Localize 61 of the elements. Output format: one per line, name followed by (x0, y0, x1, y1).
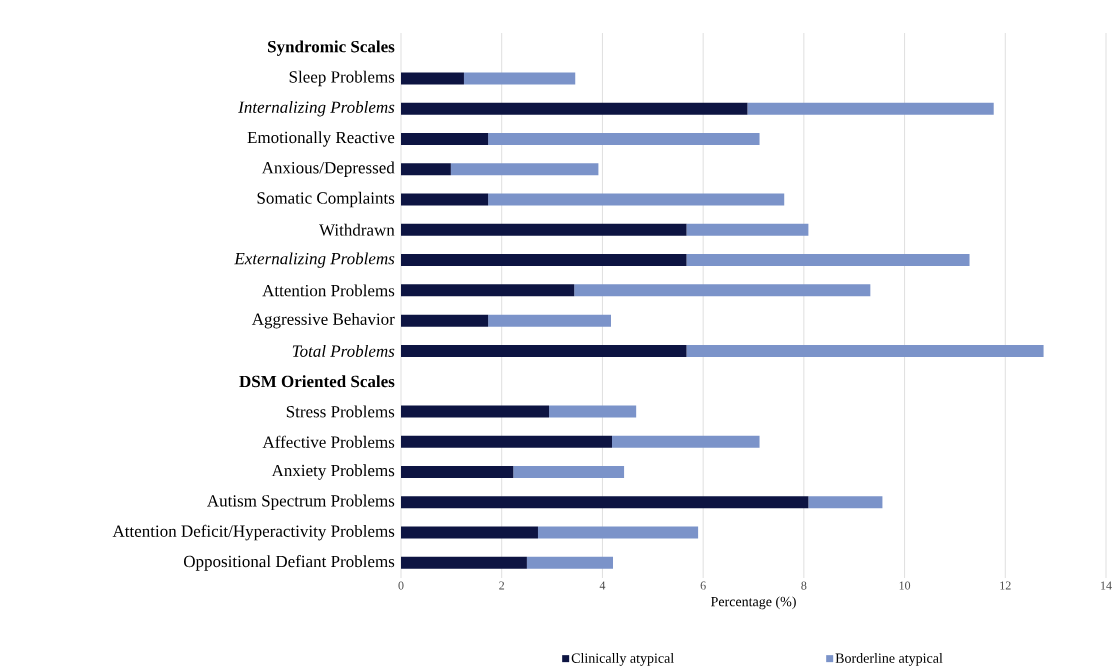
y-tick-label: DSM Oriented Scales (239, 375, 395, 388)
bar (526, 556, 614, 569)
x-tick-label: 8 (801, 581, 807, 590)
x-tick-label: 6 (700, 581, 706, 590)
x-tick-label: 10 (899, 581, 911, 590)
y-tick-label: Attention Deficit/Hyperactivity Problems (112, 524, 395, 541)
bar (401, 466, 514, 479)
bar (401, 102, 748, 115)
bar (513, 466, 625, 479)
x-tick-label: 0 (398, 581, 404, 590)
x-tick-label: 4 (599, 581, 606, 590)
bar (401, 405, 550, 418)
bar (401, 163, 451, 176)
bar (463, 72, 576, 85)
bar (401, 132, 489, 145)
y-tick-label: Emotionally Reactive (247, 131, 395, 147)
bar (401, 496, 809, 509)
bar (401, 223, 687, 236)
x-axis-title: Percentage (%) (710, 596, 796, 610)
y-tick-label: Oppositional Defiant Problems (183, 555, 395, 571)
y-tick-label: Attention Problems (262, 284, 395, 297)
bar (488, 314, 611, 327)
y-tick-label: Anxiety Problems (271, 464, 395, 480)
bar (488, 132, 760, 145)
bar (488, 193, 785, 206)
x-tick-label: 2 (499, 581, 505, 590)
bar (401, 556, 527, 569)
legend-label: Clinically atypical (571, 653, 674, 666)
y-tick-label: Syndromic Scales (268, 40, 395, 56)
y-tick-label: Externalizing Problems (234, 252, 395, 268)
y-tick-label: Somatic Complaints (257, 191, 395, 208)
bar (808, 496, 883, 509)
bar (686, 254, 970, 267)
y-tick-label: Stress Problems (286, 405, 395, 418)
y-tick-label: Sleep Problems (289, 70, 395, 87)
bar (401, 344, 687, 357)
bar (747, 102, 994, 115)
bar (401, 72, 464, 85)
y-tick-label: Total Problems (292, 344, 395, 357)
bar (612, 435, 760, 448)
y-tick-label: Aggressive Behavior (251, 312, 395, 329)
bar (686, 223, 809, 236)
y-tick-label: Autism Spectrum Problems (207, 494, 395, 511)
x-tick-label: 14 (1101, 581, 1112, 590)
bar (401, 284, 575, 297)
bar (549, 405, 637, 418)
bar (401, 254, 687, 267)
bar (401, 314, 489, 327)
y-tick-label: Anxious/Depressed (261, 161, 395, 177)
bar (450, 163, 599, 176)
y-tick-label: Withdrawn (319, 223, 395, 236)
bar (401, 193, 489, 206)
legend-label: Borderline atypical (835, 653, 943, 666)
bar (401, 435, 612, 448)
bar (574, 284, 871, 297)
x-tick-label: 12 (1000, 581, 1011, 590)
bar (537, 526, 699, 539)
y-tick-label: Internalizing Problems (238, 100, 395, 117)
bar (686, 344, 1044, 357)
bar (401, 526, 538, 539)
y-tick-label: Affective Problems (262, 435, 395, 448)
